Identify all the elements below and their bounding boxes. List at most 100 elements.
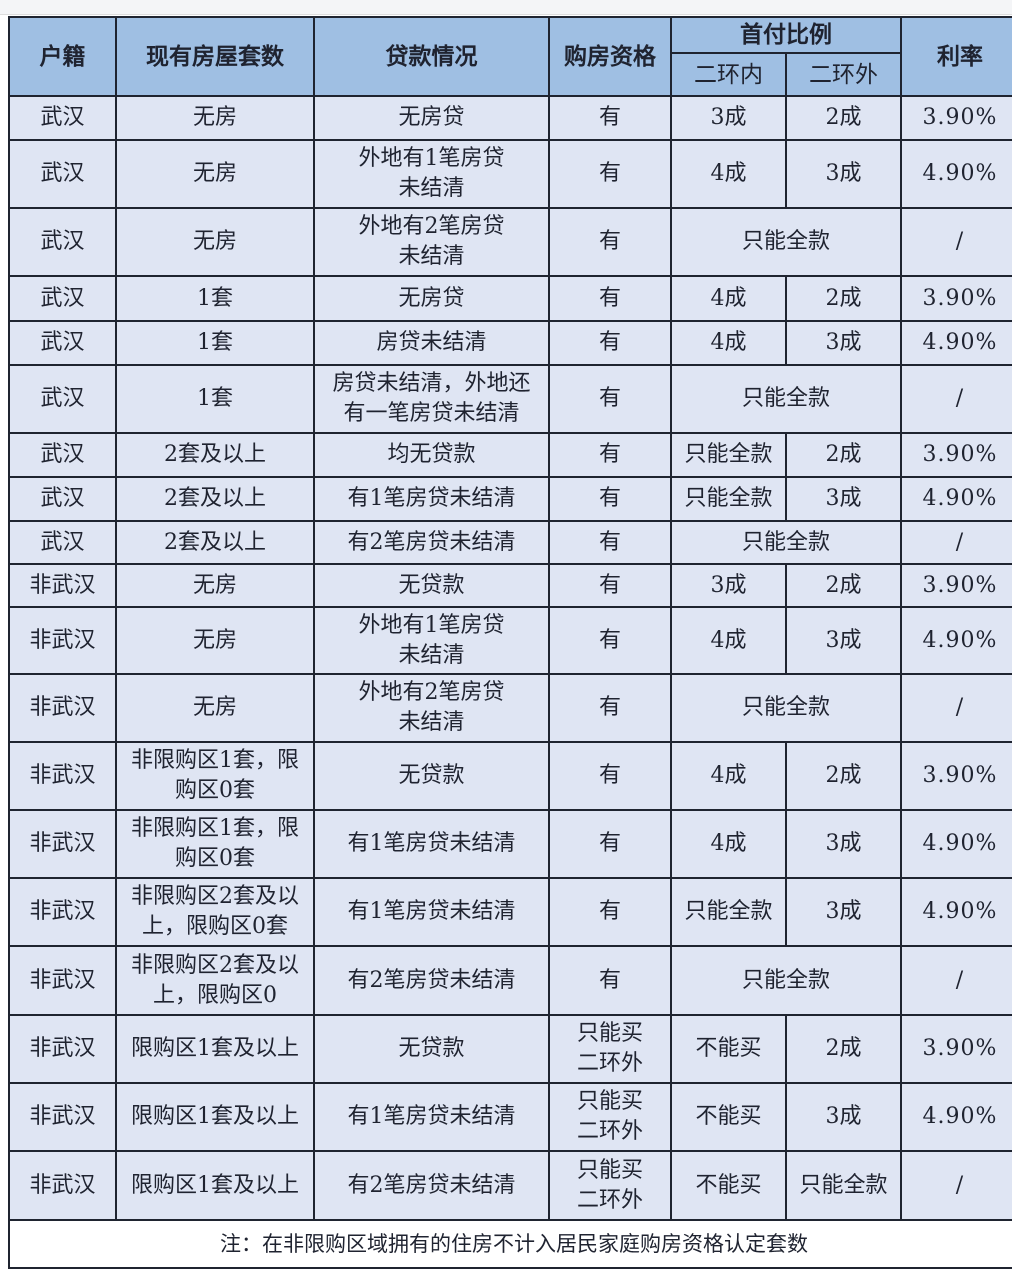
header-rate: 利率: [900, 16, 1012, 97]
table-row: 武汉 1套 房贷未结清，外地还 有一笔房贷未结清有只能全款 /: [8, 364, 1012, 434]
cell-rate: 3.90%: [900, 432, 1012, 478]
cell-rate: 4.90%: [900, 877, 1012, 947]
cell-outer-ring: 2成: [785, 275, 902, 322]
header-houses: 现有房屋套数: [115, 16, 315, 97]
cell-loan: 有1笔房贷未结清: [313, 1082, 550, 1152]
cell-rate: 4.90%: [900, 476, 1012, 522]
cell-qualification: 有: [548, 275, 672, 322]
cell-inner-ring: 只能全款: [670, 476, 787, 522]
cell-inner-ring: 不能买: [670, 1082, 787, 1152]
cell-outer-ring: 3成: [785, 809, 902, 879]
cell-outer-ring: 2成: [785, 1014, 902, 1084]
cell-outer-ring: 2成: [785, 432, 902, 478]
cell-loan: 有1笔房贷未结清: [313, 877, 550, 947]
table-row: 非武汉 限购区1套及以上 无贷款 只能买 二环外 不能买 2成 3.90%: [8, 1014, 1012, 1084]
table-row: 武汉 无房 无房贷有 3成 2成 3.90%: [8, 95, 1012, 141]
cell-huji: 非武汉: [8, 1150, 117, 1221]
cell-loan: 外地有2笔房贷 未结清: [313, 207, 550, 277]
header-outer-ring: 二环外: [785, 52, 902, 97]
cell-inner-ring: 4成: [670, 139, 787, 209]
table-row: 非武汉 无房 外地有2笔房贷 未结清有只能全款 /: [8, 673, 1012, 743]
cell-rate: 3.90%: [900, 275, 1012, 322]
cell-inner-ring: 只能全款: [670, 520, 902, 565]
cell-rate: /: [900, 364, 1012, 434]
cell-qualification: 有: [548, 563, 672, 608]
cell-houses: 2套及以上: [115, 432, 315, 478]
cell-houses: 1套: [115, 364, 315, 434]
purchase-policy-table: 户籍 现有房屋套数 贷款情况 购房资格 首付比例 利率 二环内 二环外 武汉 无房…: [8, 16, 1012, 1269]
cell-loan: 无贷款: [313, 741, 550, 811]
cell-houses: 限购区1套及以上: [115, 1014, 315, 1084]
cell-houses: 限购区1套及以上: [115, 1082, 315, 1152]
table-row: 武汉 2套及以上 有1笔房贷未结清有只能全款 3成 4.90%: [8, 476, 1012, 522]
table-row: 武汉 1套 房贷未结清有 4成 3成 4.90%: [8, 320, 1012, 366]
cell-qualification: 有: [548, 945, 672, 1016]
cell-huji: 武汉: [8, 364, 117, 434]
table-row: 武汉 1套 无房贷有 4成 2成 3.90%: [8, 275, 1012, 322]
cell-huji: 武汉: [8, 520, 117, 565]
cell-houses: 无房: [115, 95, 315, 141]
cell-inner-ring: 3成: [670, 563, 787, 608]
table-row: 非武汉 非限购区2套及以 上，限购区0套 有1笔房贷未结清有只能全款 3成 4.90%: [8, 877, 1012, 947]
cell-loan: 房贷未结清: [313, 320, 550, 366]
cell-loan: 有1笔房贷未结清: [313, 809, 550, 879]
cell-rate: 3.90%: [900, 563, 1012, 608]
cell-qualification: 有: [548, 741, 672, 811]
cell-inner-ring: 只能全款: [670, 364, 902, 434]
cell-qualification: 有: [548, 320, 672, 366]
cell-huji: 非武汉: [8, 1014, 117, 1084]
table-row: 武汉 2套及以上 有2笔房贷未结清有只能全款 /: [8, 520, 1012, 565]
cell-inner-ring: 不能买: [670, 1014, 787, 1084]
cell-houses: 无房: [115, 139, 315, 209]
cell-inner-ring: 3成: [670, 95, 787, 141]
cell-loan: 房贷未结清，外地还 有一笔房贷未结清: [313, 364, 550, 434]
cell-outer-ring: 3成: [785, 139, 902, 209]
cell-huji: 武汉: [8, 476, 117, 522]
header-inner-ring: 二环内: [670, 52, 787, 97]
footnote: 注：在非限购区域拥有的住房不计入居民家庭购房资格认定套数: [8, 1219, 1012, 1269]
table-row: 非武汉 非限购区2套及以 上，限购区0 有2笔房贷未结清有只能全款 /: [8, 945, 1012, 1016]
cell-outer-ring: 3成: [785, 320, 902, 366]
cell-houses: 非限购区2套及以 上，限购区0: [115, 945, 315, 1016]
cell-outer-ring: 只能全款: [785, 1150, 902, 1221]
cell-huji: 非武汉: [8, 945, 117, 1016]
cell-loan: 外地有1笔房贷 未结清: [313, 139, 550, 209]
cell-houses: 无房: [115, 673, 315, 743]
cell-houses: 限购区1套及以上: [115, 1150, 315, 1221]
cell-huji: 武汉: [8, 275, 117, 322]
cell-rate: 4.90%: [900, 1082, 1012, 1152]
cell-rate: /: [900, 207, 1012, 277]
cell-outer-ring: 3成: [785, 1082, 902, 1152]
cell-qualification: 有: [548, 606, 672, 675]
cell-qualification: 有: [548, 877, 672, 947]
table-row: 非武汉 无房 无贷款有 3成 2成 3.90%: [8, 563, 1012, 608]
header-qualification: 购房资格: [548, 16, 672, 97]
cell-rate: 4.90%: [900, 320, 1012, 366]
top-strip: [0, 0, 1012, 15]
cell-loan: 有2笔房贷未结清: [313, 520, 550, 565]
cell-huji: 武汉: [8, 320, 117, 366]
cell-qualification: 有: [548, 364, 672, 434]
cell-inner-ring: 只能全款: [670, 673, 902, 743]
table-row: 武汉 无房 外地有2笔房贷 未结清有只能全款 /: [8, 207, 1012, 277]
header-loan: 贷款情况: [313, 16, 550, 97]
table-row: 武汉 无房 外地有1笔房贷 未结清有 4成 3成 4.90%: [8, 139, 1012, 209]
cell-houses: 非限购区1套，限 购区0套: [115, 809, 315, 879]
cell-houses: 非限购区1套，限 购区0套: [115, 741, 315, 811]
cell-qualification: 有: [548, 476, 672, 522]
header-huji: 户籍: [8, 16, 117, 97]
cell-outer-ring: 3成: [785, 476, 902, 522]
cell-inner-ring: 4成: [670, 320, 787, 366]
cell-loan: 有2笔房贷未结清: [313, 1150, 550, 1221]
cell-qualification: 只能买 二环外: [548, 1082, 672, 1152]
cell-houses: 非限购区2套及以 上，限购区0套: [115, 877, 315, 947]
cell-houses: 无房: [115, 606, 315, 675]
cell-outer-ring: 3成: [785, 606, 902, 675]
cell-loan: 外地有2笔房贷 未结清: [313, 673, 550, 743]
cell-rate: 4.90%: [900, 139, 1012, 209]
cell-huji: 非武汉: [8, 809, 117, 879]
cell-inner-ring: 4成: [670, 606, 787, 675]
cell-inner-ring: 只能全款: [670, 877, 787, 947]
table-row: 武汉 2套及以上 均无贷款有只能全款 2成 3.90%: [8, 432, 1012, 478]
cell-qualification: 有: [548, 673, 672, 743]
